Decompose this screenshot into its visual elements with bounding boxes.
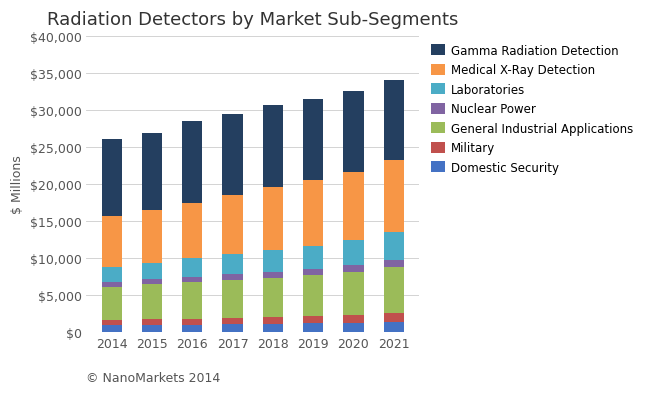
- Bar: [182, 277, 202, 283]
- Bar: [384, 268, 404, 313]
- Bar: [263, 250, 283, 272]
- Bar: [142, 263, 162, 279]
- Bar: [263, 317, 283, 324]
- Bar: [303, 270, 323, 275]
- Bar: [102, 326, 122, 332]
- Bar: [263, 324, 283, 332]
- Bar: [263, 272, 283, 278]
- Bar: [343, 266, 364, 272]
- Bar: [343, 323, 364, 332]
- Bar: [384, 322, 404, 332]
- Bar: [102, 267, 122, 282]
- Bar: [343, 272, 364, 315]
- Bar: [182, 325, 202, 332]
- Bar: [384, 161, 404, 232]
- Bar: [263, 278, 283, 317]
- Bar: [303, 246, 323, 270]
- Bar: [303, 324, 323, 332]
- Bar: [182, 283, 202, 319]
- Title: Radiation Detectors by Market Sub-Segments: Radiation Detectors by Market Sub-Segmen…: [47, 11, 458, 29]
- Bar: [142, 285, 162, 320]
- Bar: [223, 318, 243, 324]
- Bar: [343, 241, 364, 266]
- Bar: [102, 320, 122, 326]
- Bar: [263, 106, 283, 187]
- Bar: [142, 133, 162, 210]
- Bar: [142, 210, 162, 263]
- Bar: [223, 255, 243, 275]
- Bar: [142, 320, 162, 325]
- Bar: [142, 325, 162, 332]
- Bar: [182, 319, 202, 325]
- Bar: [102, 282, 122, 287]
- Bar: [223, 275, 243, 280]
- Bar: [303, 316, 323, 324]
- Bar: [303, 100, 323, 181]
- Legend: Gamma Radiation Detection, Medical X-Ray Detection, Laboratories, Nuclear Power,: Gamma Radiation Detection, Medical X-Ray…: [428, 43, 635, 177]
- Y-axis label: $ Millions: $ Millions: [11, 155, 24, 213]
- Bar: [303, 275, 323, 316]
- Bar: [223, 115, 243, 196]
- Bar: [102, 217, 122, 267]
- Bar: [182, 203, 202, 258]
- Bar: [384, 81, 404, 161]
- Bar: [223, 196, 243, 255]
- Bar: [384, 313, 404, 322]
- Bar: [303, 181, 323, 246]
- Bar: [343, 92, 364, 173]
- Bar: [182, 122, 202, 203]
- Bar: [384, 232, 404, 260]
- Bar: [343, 315, 364, 323]
- Bar: [223, 280, 243, 318]
- Bar: [102, 287, 122, 320]
- Bar: [142, 279, 162, 285]
- Text: © NanoMarkets 2014: © NanoMarkets 2014: [86, 371, 221, 384]
- Bar: [182, 258, 202, 277]
- Bar: [384, 260, 404, 268]
- Bar: [263, 187, 283, 250]
- Bar: [102, 140, 122, 217]
- Bar: [343, 173, 364, 241]
- Bar: [223, 324, 243, 332]
